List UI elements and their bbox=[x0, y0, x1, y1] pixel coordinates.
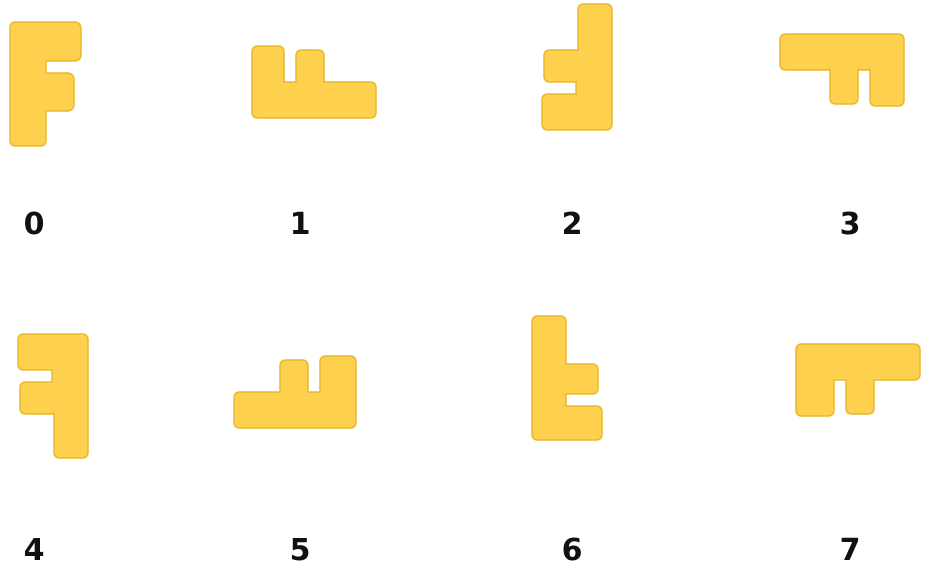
piece-label-0: 0 bbox=[23, 207, 45, 242]
f-piece-2-shape bbox=[541, 3, 613, 131]
piece-label-5: 5 bbox=[289, 533, 311, 568]
piece-label-4: 4 bbox=[23, 533, 45, 568]
piece-label-2: 2 bbox=[561, 207, 583, 242]
f-piece-4 bbox=[17, 333, 89, 459]
f-piece-6 bbox=[531, 315, 603, 441]
f-piece-1 bbox=[251, 45, 377, 119]
f-piece-3-shape bbox=[779, 33, 905, 107]
piece-label-1: 1 bbox=[289, 207, 311, 242]
piece-label-6: 6 bbox=[561, 533, 583, 568]
f-piece-6-shape bbox=[531, 315, 603, 441]
f-piece-2 bbox=[541, 3, 613, 131]
f-piece-7 bbox=[795, 343, 921, 417]
f-piece-5 bbox=[233, 355, 357, 429]
f-piece-0-shape bbox=[9, 21, 82, 147]
piece-label-7: 7 bbox=[839, 533, 861, 568]
f-piece-4-shape bbox=[17, 333, 89, 459]
f-piece-7-shape bbox=[795, 343, 921, 417]
f-piece-1-shape bbox=[251, 45, 377, 119]
f-piece-0 bbox=[9, 21, 82, 147]
f-piece-5-shape bbox=[233, 355, 357, 429]
f-piece-3 bbox=[779, 33, 905, 107]
piece-label-3: 3 bbox=[839, 207, 861, 242]
